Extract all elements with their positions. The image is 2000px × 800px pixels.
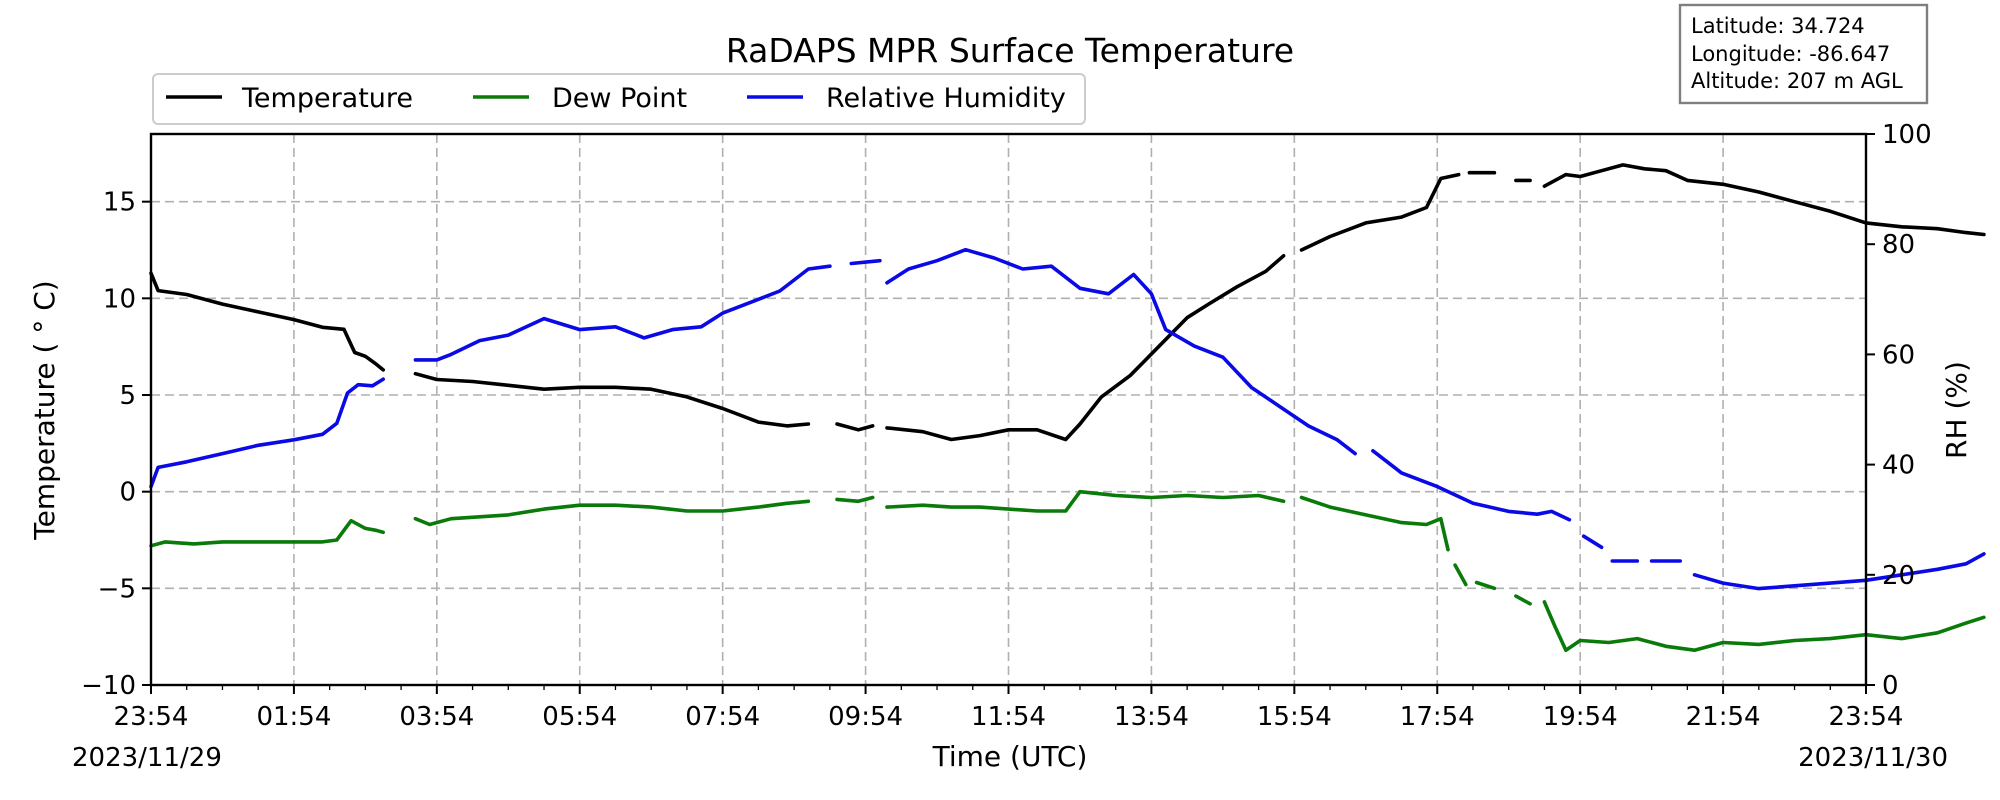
x-tick-label: 05:54	[542, 702, 617, 732]
x-tick-label: 03:54	[399, 702, 474, 732]
series-line-temperature	[835, 422, 875, 432]
y2-tick-label: 40	[1882, 451, 1915, 481]
x-tick-label: 17:54	[1400, 702, 1475, 732]
series-line-dew-point	[1299, 495, 1450, 552]
series-line-dew-point	[149, 518, 386, 548]
x-tick-label: 13:54	[1114, 702, 1189, 732]
y-tick-label: 0	[119, 478, 136, 508]
series-line-dew-point	[835, 495, 875, 504]
series-line-relative-humidity	[413, 264, 832, 362]
info-box-frame	[1678, 3, 1929, 105]
series-line-dew-point	[1474, 580, 1497, 591]
x-tick-label: 15:54	[1257, 702, 1332, 732]
series-line-relative-humidity	[1581, 534, 1604, 550]
series-line-temperature	[149, 271, 386, 372]
x-tick-label: 09:54	[828, 702, 903, 732]
series-line-relative-humidity	[885, 247, 1357, 456]
series-line-relative-humidity	[1692, 552, 1986, 591]
series-lines	[149, 163, 1986, 653]
y-tick-label: 5	[119, 381, 136, 411]
x-axis: 23:54 01:54 03:54 05:54 07:54 09:54 11:54 13:54…	[114, 685, 1904, 732]
y-axis-right: 100 80 60 40 20 0	[1866, 120, 1932, 701]
chart-title: RaDAPS MPR Surface Temperature	[726, 31, 1294, 70]
legend: Temperature Dew Point Relative Humidity	[152, 73, 1086, 125]
y-tick-label: −5	[98, 574, 136, 604]
y-axis-title: Temperature ( ° C)	[28, 280, 61, 540]
info-box: Latitude: 34.724 Longitude: -86.647 Alti…	[1678, 3, 1929, 105]
y2-tick-label: 0	[1882, 671, 1899, 701]
x-tick-label: 11:54	[971, 702, 1046, 732]
series-line-dew-point	[1453, 563, 1468, 587]
series-line-temperature	[1542, 163, 1986, 237]
x-tick-label: 01:54	[256, 702, 331, 732]
legend-label-dew-point: Dew Point	[552, 83, 687, 114]
y-tick-label: 15	[103, 188, 136, 218]
x-tick-label: 07:54	[685, 702, 760, 732]
y-tick-label: 10	[103, 284, 136, 314]
y2-tick-label: 80	[1882, 230, 1915, 260]
series-line-dew-point	[885, 489, 1286, 513]
series-line-relative-humidity	[1371, 448, 1572, 522]
info-latitude: Latitude: 34.724	[1691, 14, 1865, 38]
y2-axis-title: RH (%)	[1940, 361, 1973, 459]
x-tick-label: 21:54	[1686, 702, 1761, 732]
series-line-dew-point	[1542, 600, 1986, 653]
series-line-dew-point	[413, 499, 811, 527]
x-tick-label: 23:54	[114, 702, 189, 732]
y-tick-label: −10	[81, 671, 136, 701]
legend-label-temperature: Temperature	[241, 83, 413, 114]
y2-tick-label: 60	[1882, 340, 1915, 370]
series-line-relative-humidity	[849, 258, 882, 266]
x-tick-label: 23:54	[1829, 702, 1904, 732]
y2-tick-label: 20	[1882, 561, 1915, 591]
date-start-label: 2023/11/29	[72, 743, 222, 773]
series-line-temperature	[413, 371, 811, 428]
series-line-dew-point	[1514, 594, 1532, 606]
x-tick-label: 19:54	[1543, 702, 1618, 732]
date-end-label: 2023/11/30	[1798, 743, 1948, 773]
legend-box	[152, 73, 1086, 125]
grid	[151, 134, 1866, 685]
legend-label-relative-humidity: Relative Humidity	[826, 83, 1066, 114]
info-longitude: Longitude: -86.647	[1691, 42, 1890, 66]
x-axis-title: Time (UTC)	[932, 740, 1088, 773]
info-altitude: Altitude: 207 m AGL	[1691, 69, 1903, 93]
y-axis-left: 15 10 5 0 −5 −10	[81, 188, 151, 701]
series-line-temperature	[1299, 172, 1461, 252]
y2-tick-label: 100	[1882, 120, 1932, 150]
series-line-relative-humidity	[149, 377, 386, 489]
series-line-temperature	[885, 254, 1286, 442]
